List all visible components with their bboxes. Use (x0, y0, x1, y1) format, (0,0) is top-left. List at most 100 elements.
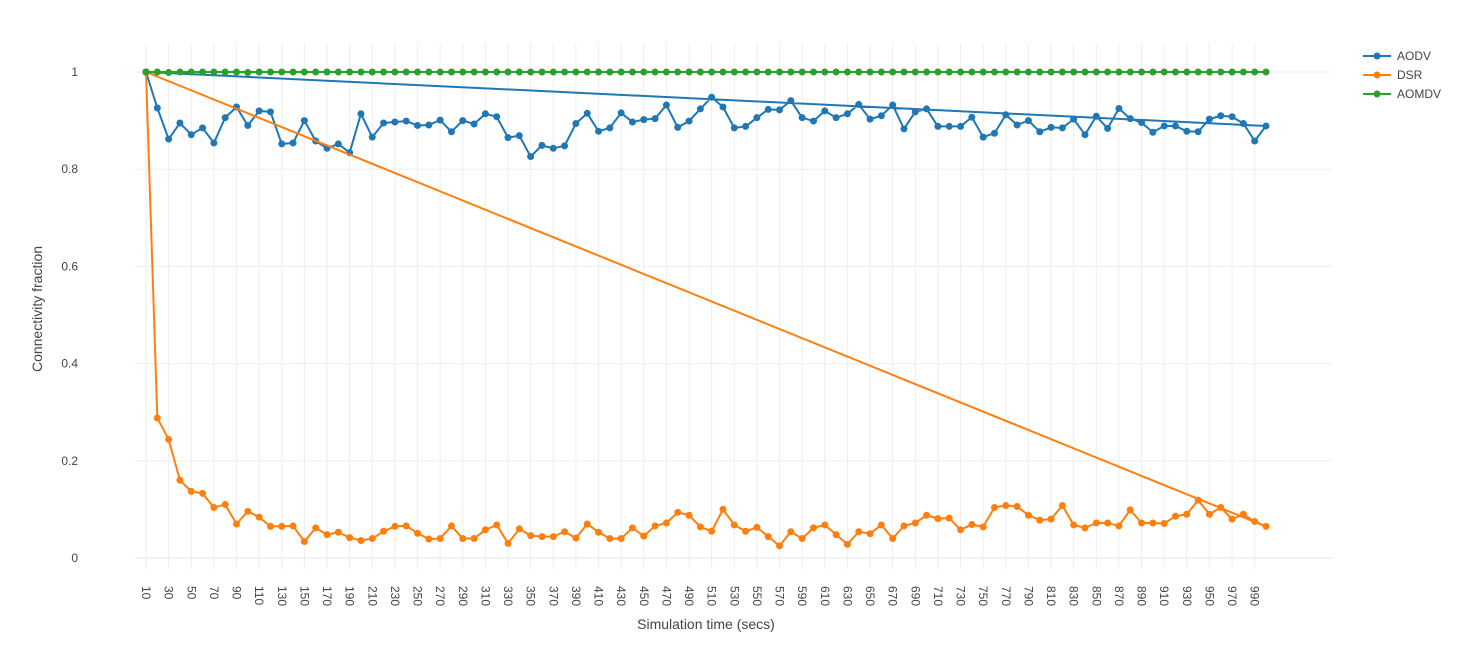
data-point[interactable] (1081, 68, 1089, 76)
data-point[interactable] (436, 535, 444, 543)
data-point[interactable] (459, 117, 467, 125)
data-point[interactable] (1228, 68, 1236, 76)
data-point[interactable] (900, 522, 908, 530)
data-point[interactable] (391, 118, 399, 126)
data-point[interactable] (1239, 120, 1247, 128)
data-point[interactable] (832, 531, 840, 539)
data-point[interactable] (628, 524, 636, 532)
data-point[interactable] (278, 522, 286, 530)
data-point[interactable] (651, 115, 659, 123)
data-point[interactable] (1194, 68, 1202, 76)
data-point[interactable] (1047, 68, 1055, 76)
data-point[interactable] (787, 68, 795, 76)
data-point[interactable] (696, 68, 704, 76)
data-point[interactable] (549, 533, 557, 541)
data-point[interactable] (481, 110, 489, 118)
data-point[interactable] (617, 68, 625, 76)
data-point[interactable] (1149, 128, 1157, 136)
data-point[interactable] (357, 110, 365, 118)
data-point[interactable] (968, 113, 976, 121)
data-point[interactable] (1171, 512, 1179, 520)
data-point[interactable] (515, 132, 523, 140)
data-point[interactable] (233, 68, 241, 76)
data-point[interactable] (1149, 68, 1157, 76)
data-point[interactable] (628, 118, 636, 126)
data-point[interactable] (572, 534, 580, 542)
data-point[interactable] (583, 520, 591, 528)
data-point[interactable] (776, 542, 784, 550)
data-point[interactable] (538, 533, 546, 541)
data-point[interactable] (753, 523, 761, 531)
data-point[interactable] (1115, 522, 1123, 530)
data-point[interactable] (1036, 68, 1044, 76)
data-point[interactable] (583, 68, 591, 76)
data-point[interactable] (1138, 68, 1146, 76)
data-point[interactable] (538, 141, 546, 149)
data-point[interactable] (1262, 122, 1270, 130)
data-point[interactable] (934, 68, 942, 76)
data-point[interactable] (934, 515, 942, 523)
data-point[interactable] (1217, 112, 1225, 120)
data-point[interactable] (255, 68, 263, 76)
data-point[interactable] (199, 124, 207, 132)
data-point[interactable] (957, 526, 965, 534)
data-point[interactable] (628, 68, 636, 76)
data-point[interactable] (640, 68, 648, 76)
data-point[interactable] (572, 68, 580, 76)
data-point[interactable] (855, 101, 863, 109)
data-point[interactable] (402, 522, 410, 530)
data-point[interactable] (1058, 502, 1066, 510)
data-point[interactable] (1036, 516, 1044, 524)
data-point[interactable] (515, 525, 523, 533)
data-point[interactable] (493, 113, 501, 121)
data-point[interactable] (142, 68, 150, 76)
data-point[interactable] (561, 68, 569, 76)
data-point[interactable] (730, 521, 738, 529)
data-point[interactable] (1036, 128, 1044, 136)
data-point[interactable] (447, 128, 455, 136)
data-point[interactable] (368, 68, 376, 76)
data-point[interactable] (708, 527, 716, 535)
data-point[interactable] (990, 68, 998, 76)
legend-item-aodv[interactable]: AODV (1363, 49, 1431, 63)
data-point[interactable] (708, 93, 716, 101)
data-point[interactable] (549, 144, 557, 152)
data-point[interactable] (1183, 68, 1191, 76)
data-point[interactable] (1217, 503, 1225, 511)
data-point[interactable] (470, 68, 478, 76)
data-point[interactable] (187, 68, 195, 76)
data-point[interactable] (447, 522, 455, 530)
data-point[interactable] (855, 528, 863, 536)
data-point[interactable] (153, 104, 161, 112)
data-point[interactable] (911, 68, 919, 76)
data-point[interactable] (1047, 123, 1055, 131)
data-point[interactable] (889, 68, 897, 76)
data-point[interactable] (696, 523, 704, 531)
data-point[interactable] (470, 120, 478, 128)
data-point[interactable] (255, 513, 263, 521)
data-point[interactable] (176, 119, 184, 127)
data-point[interactable] (153, 414, 161, 422)
data-point[interactable] (278, 68, 286, 76)
data-point[interactable] (300, 537, 308, 545)
data-point[interactable] (176, 476, 184, 484)
data-point[interactable] (606, 535, 614, 543)
data-point[interactable] (753, 68, 761, 76)
data-point[interactable] (187, 487, 195, 495)
data-point[interactable] (685, 511, 693, 519)
data-point[interactable] (1104, 519, 1112, 527)
data-point[interactable] (1070, 521, 1078, 529)
data-point[interactable] (1024, 68, 1032, 76)
data-point[interactable] (1024, 117, 1032, 125)
data-point[interactable] (855, 68, 863, 76)
data-point[interactable] (266, 108, 274, 116)
data-point[interactable] (662, 101, 670, 109)
data-point[interactable] (685, 68, 693, 76)
data-point[interactable] (866, 115, 874, 123)
data-point[interactable] (504, 134, 512, 142)
data-point[interactable] (1104, 124, 1112, 132)
data-point[interactable] (843, 110, 851, 118)
data-point[interactable] (459, 68, 467, 76)
data-point[interactable] (753, 114, 761, 122)
data-point[interactable] (334, 140, 342, 148)
